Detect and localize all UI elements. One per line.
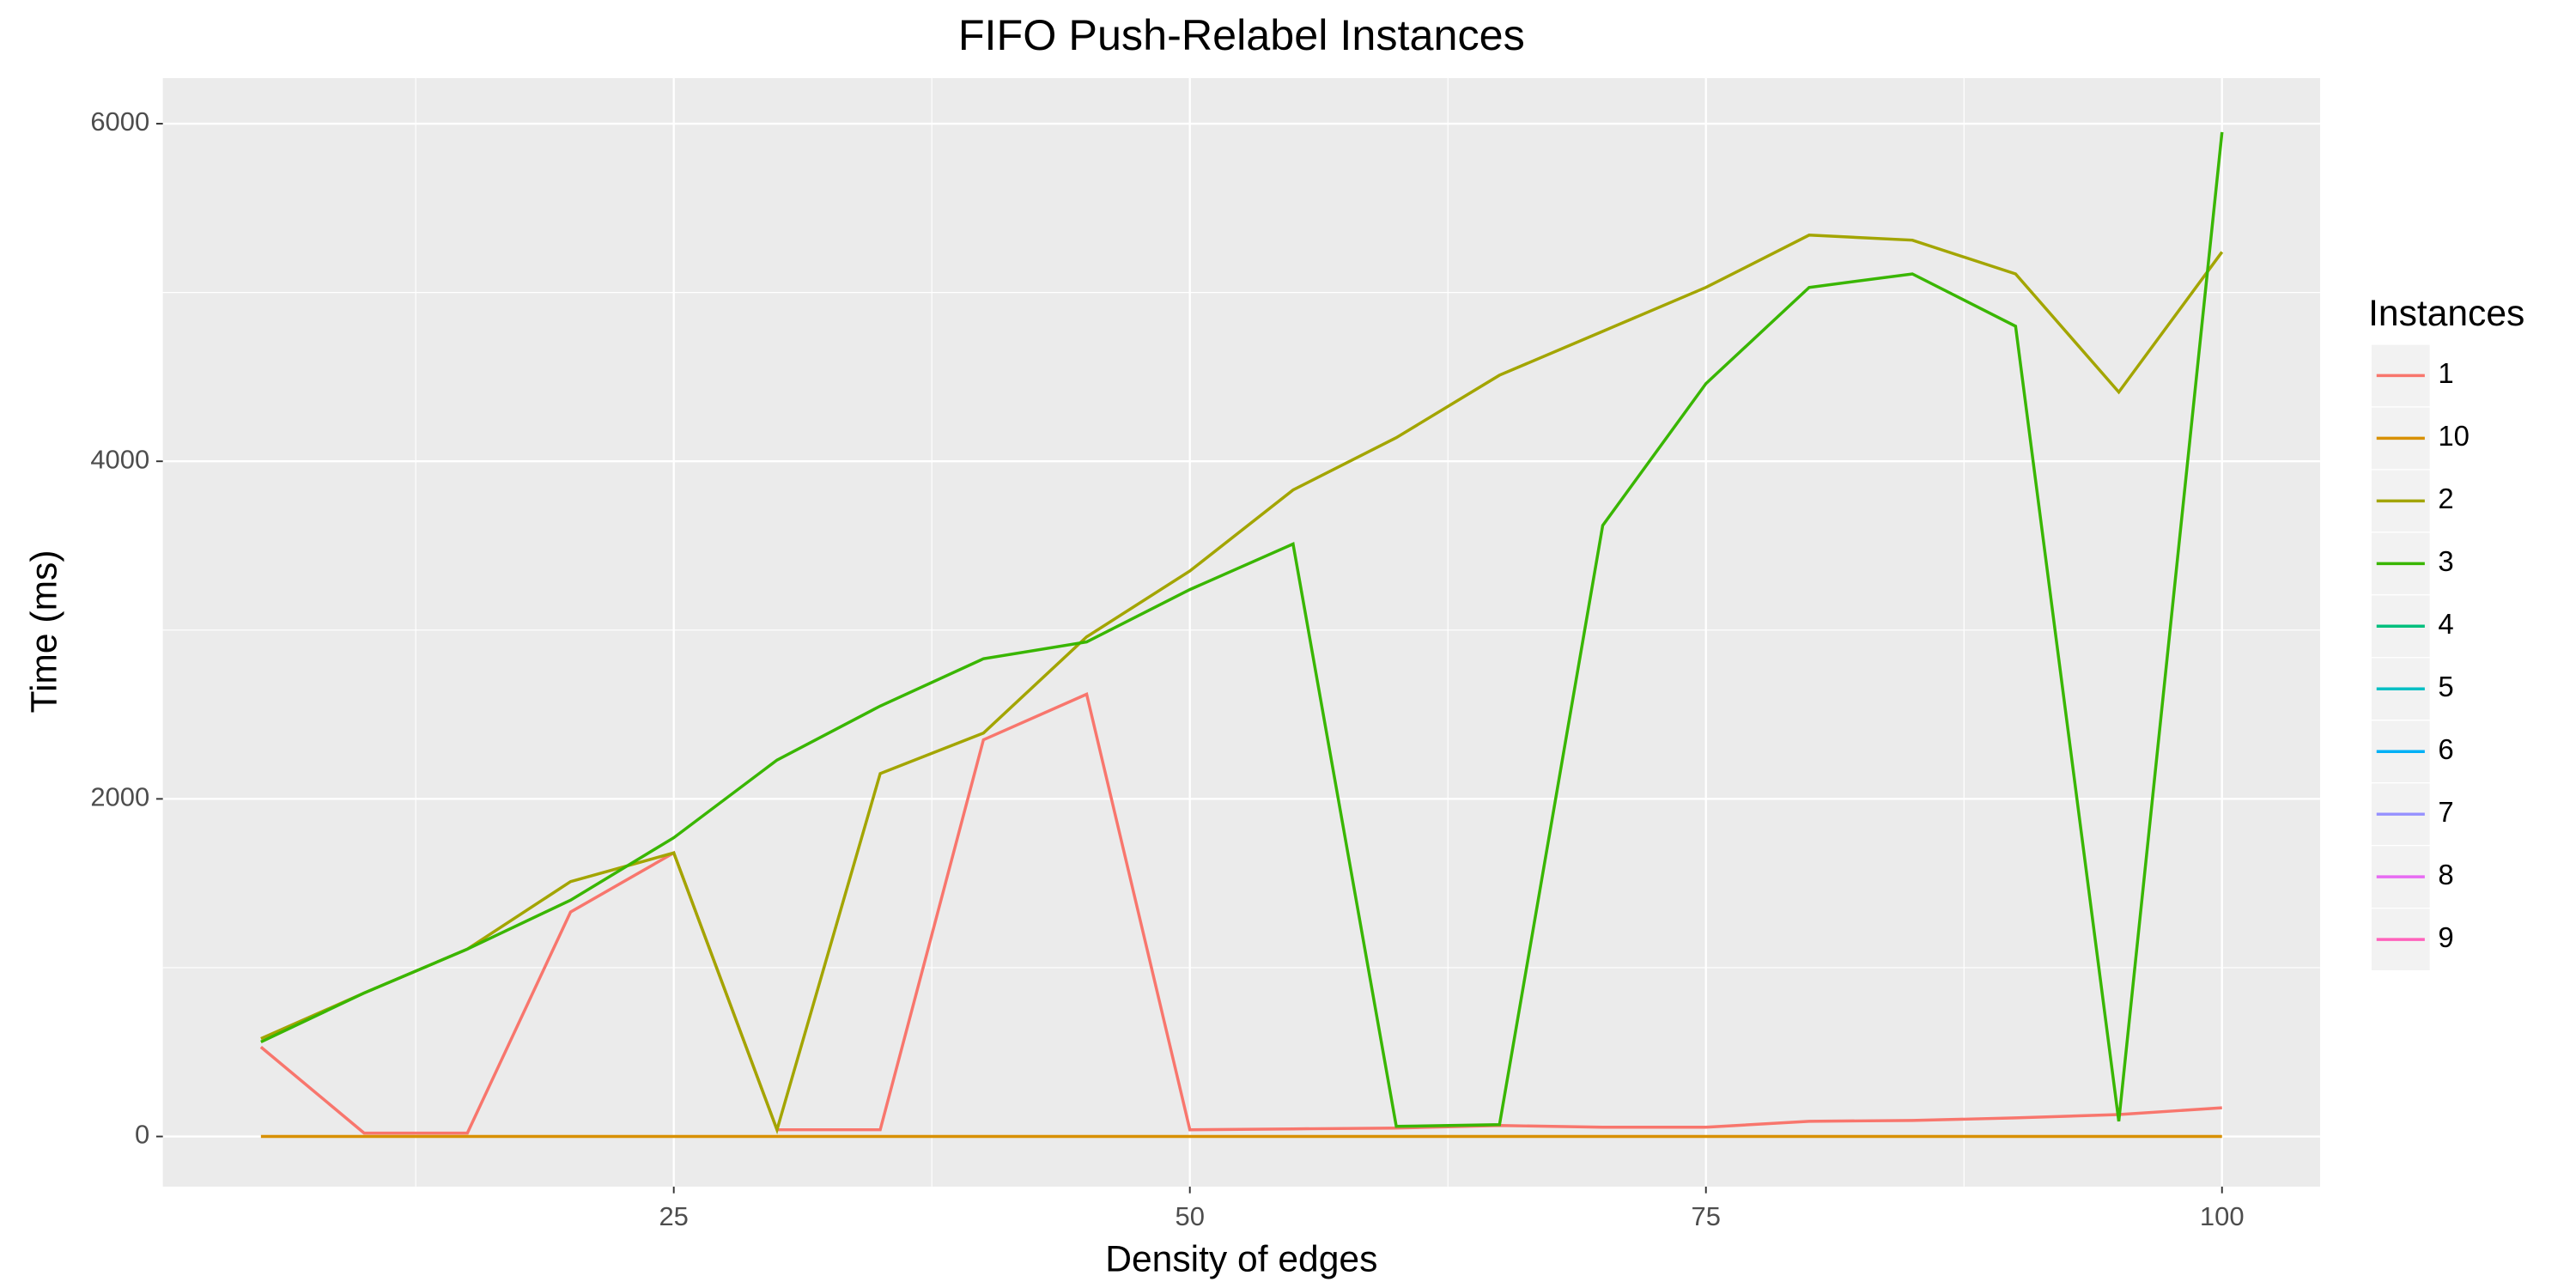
y-tick-label: 0 [135, 1120, 149, 1150]
legend: 1 10 2 3 4 5 6 7 8 9 [2371, 344, 2470, 970]
x-axis-label: Density of edges [1105, 1238, 1377, 1279]
y-tick-label: 6000 [90, 106, 149, 137]
x-tick-label: 75 [1692, 1201, 1721, 1231]
legend-label: 10 [2438, 420, 2470, 452]
y-axis-label: Time (ms) [23, 550, 64, 713]
y-tick-label: 2000 [90, 782, 149, 812]
series-line [259, 692, 2222, 1135]
plot-panel [162, 77, 2320, 1187]
legend-label: 9 [2438, 921, 2453, 953]
legend-title: Instances [2368, 293, 2524, 334]
x-tick-label: 100 [2200, 1201, 2245, 1231]
legend-label: 7 [2438, 796, 2453, 828]
grid: 25 50 75 100 0 2000 4000 6000 [90, 77, 2320, 1231]
lines [259, 131, 2224, 1139]
y-tick-label: 4000 [90, 444, 149, 474]
legend-label: 5 [2438, 671, 2453, 702]
legend-label: 2 [2438, 483, 2453, 514]
x-tick-label: 25 [659, 1201, 688, 1231]
legend-label: 1 [2438, 357, 2453, 389]
legend-label: 4 [2438, 608, 2453, 640]
series-line [260, 131, 2224, 1128]
x-tick-label: 50 [1175, 1201, 1204, 1231]
legend-label: 3 [2438, 545, 2453, 577]
series-line [260, 234, 2224, 1135]
chart-title: FIFO Push-Relabel Instances [958, 10, 1525, 59]
legend-label: 6 [2438, 733, 2453, 765]
legend-label: 8 [2438, 859, 2453, 890]
